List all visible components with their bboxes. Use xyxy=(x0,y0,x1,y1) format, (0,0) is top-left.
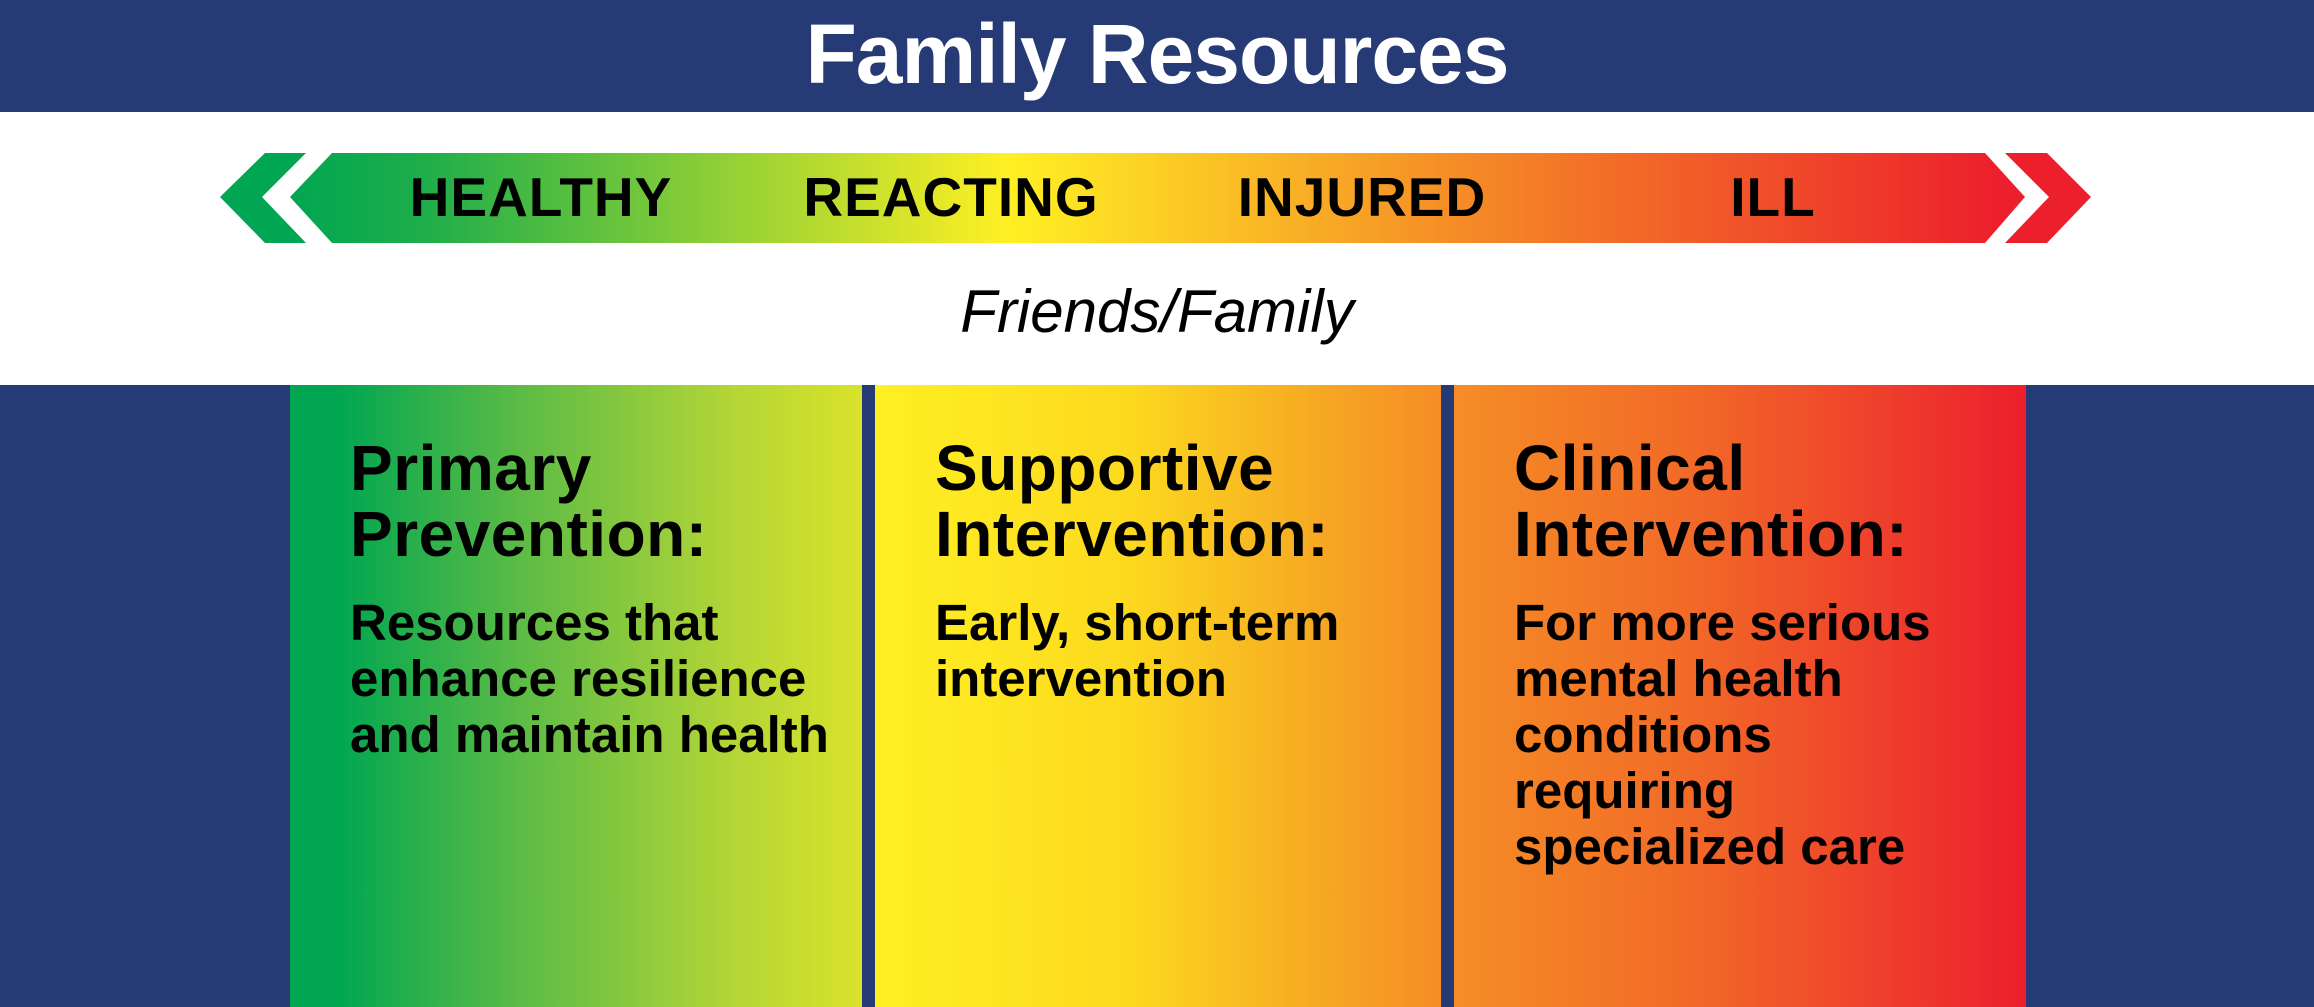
header-banner: Family Resources xyxy=(0,0,2314,112)
panel-heading-line: Primary xyxy=(350,432,592,504)
stage-reacting: REACTING xyxy=(803,166,1099,228)
stage-ill: ILL xyxy=(1730,166,1816,228)
resource-section: Primary Prevention: Resources that enhan… xyxy=(0,385,2314,1007)
left-chevron-icon xyxy=(220,153,306,243)
friends-family-label: Friends/Family xyxy=(960,278,1354,345)
stage-healthy: HEALTHY xyxy=(409,166,673,228)
right-chevron-icon xyxy=(2005,153,2091,243)
panel-heading: Supportive Intervention: xyxy=(935,435,1441,567)
supportive-intervention-panel: Supportive Intervention: Early, short-te… xyxy=(875,385,1441,1007)
panel-heading: Primary Prevention: xyxy=(350,435,862,567)
continuum-bar xyxy=(290,153,2025,243)
panel-description: For more serious mental health condition… xyxy=(1514,594,1931,875)
panel-heading-line: Prevention: xyxy=(350,498,708,570)
panel-heading-line: Intervention: xyxy=(1514,498,1909,570)
page-title: Family Resources xyxy=(805,7,1509,101)
mental-health-continuum: HEALTHY REACTING INJURED ILL xyxy=(0,140,2314,250)
panel-heading-line: Intervention: xyxy=(935,498,1330,570)
clinical-intervention-panel: Clinical Intervention: For more serious … xyxy=(1454,385,2026,1007)
panel-heading: Clinical Intervention: xyxy=(1514,435,2026,567)
panel-heading-line: Supportive xyxy=(935,432,1275,504)
stage-injured: INJURED xyxy=(1237,166,1487,228)
primary-prevention-panel: Primary Prevention: Resources that enhan… xyxy=(290,385,862,1007)
panel-heading-line: Clinical xyxy=(1514,432,1746,504)
panel-description: Early, short-term intervention xyxy=(935,594,1340,707)
panel-description: Resources that enhance resilience and ma… xyxy=(350,594,829,763)
continuum-arrow xyxy=(220,153,2091,243)
